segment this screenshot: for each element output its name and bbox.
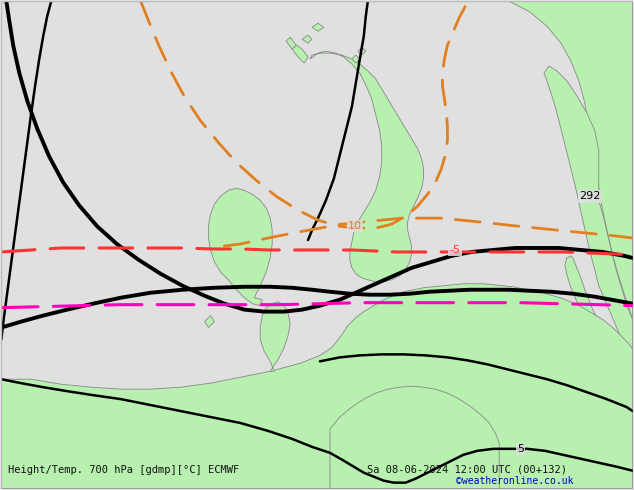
Text: 10: 10 [348, 221, 362, 231]
Text: Height/Temp. 700 hPa [gdmp][°C] ECMWF: Height/Temp. 700 hPa [gdmp][°C] ECMWF [8, 465, 239, 475]
Polygon shape [565, 256, 633, 389]
Polygon shape [205, 316, 214, 327]
Polygon shape [352, 55, 360, 63]
Polygon shape [302, 35, 312, 43]
Text: ©weatheronline.co.uk: ©weatheronline.co.uk [456, 476, 573, 486]
Text: -5: -5 [450, 245, 460, 255]
Polygon shape [544, 66, 633, 359]
Polygon shape [209, 188, 272, 306]
Polygon shape [358, 47, 366, 55]
Polygon shape [286, 37, 296, 49]
Text: 5: 5 [517, 444, 524, 454]
Text: 292: 292 [579, 191, 600, 201]
Polygon shape [509, 1, 633, 319]
Polygon shape [330, 386, 499, 489]
Polygon shape [312, 23, 324, 31]
Polygon shape [310, 51, 424, 282]
Polygon shape [260, 302, 290, 371]
Polygon shape [292, 45, 308, 63]
Text: Sa 08-06-2024 12:00 UTC (00+132): Sa 08-06-2024 12:00 UTC (00+132) [368, 465, 567, 475]
Polygon shape [1, 284, 633, 489]
